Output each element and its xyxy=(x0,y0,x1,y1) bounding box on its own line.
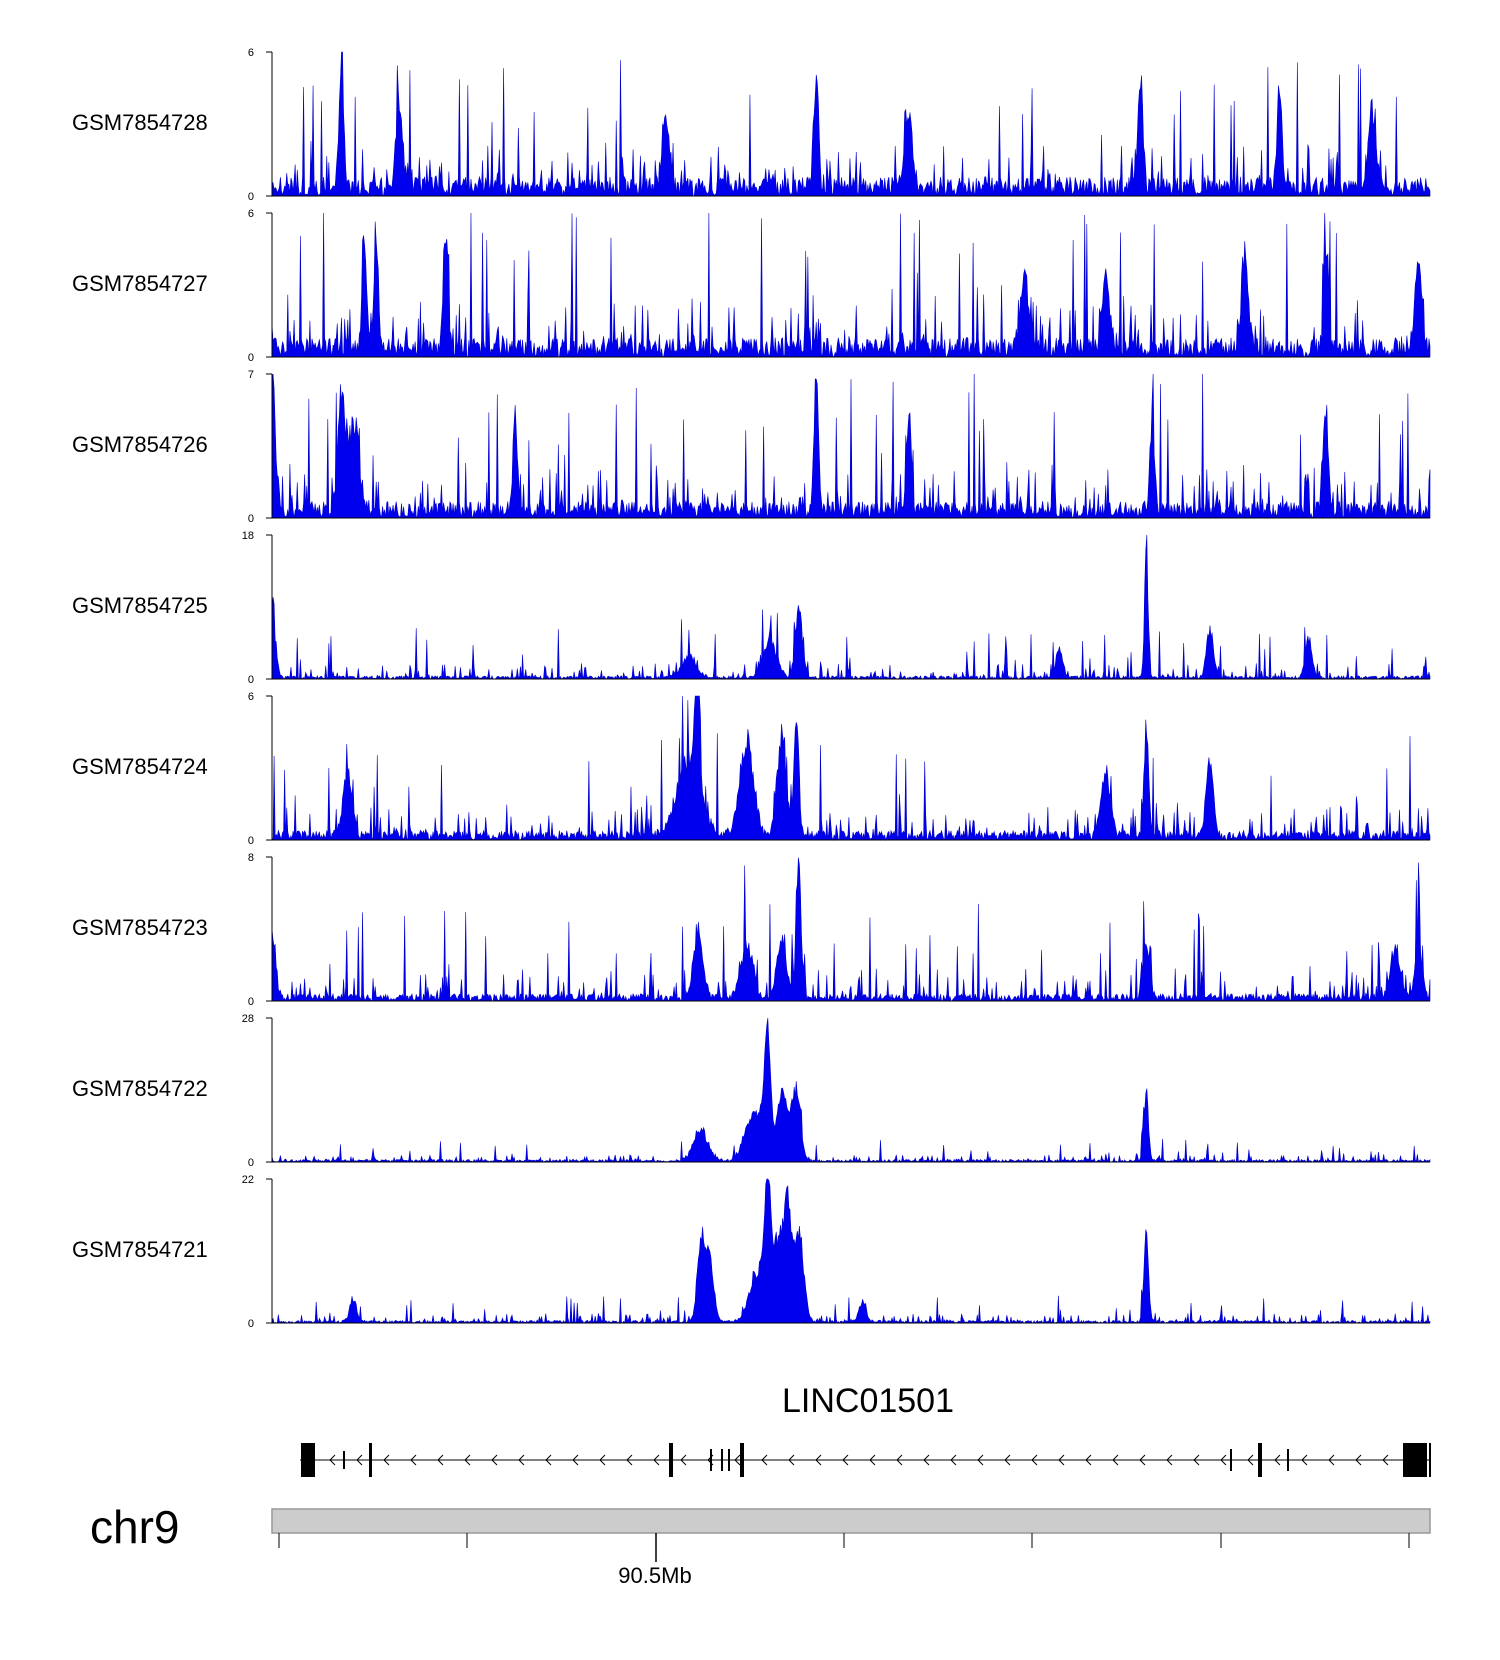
track-label: GSM7854726 xyxy=(72,432,208,457)
y-min-label: 0 xyxy=(248,1318,254,1330)
y-max-label: 18 xyxy=(242,530,254,542)
strand-chevron xyxy=(1382,1454,1389,1466)
exon xyxy=(728,1449,730,1471)
coverage-area xyxy=(271,51,1431,197)
chromosome-bar xyxy=(271,1508,1431,1534)
track-label: GSM7854724 xyxy=(72,754,208,779)
coverage-area xyxy=(271,1178,1431,1324)
strand-chevron xyxy=(518,1454,525,1466)
y-min-label: 0 xyxy=(248,835,254,847)
exon xyxy=(1258,1443,1262,1477)
y-min-label: 0 xyxy=(248,996,254,1008)
strand-chevron xyxy=(329,1454,336,1466)
strand-chevron xyxy=(599,1454,606,1466)
y-min-label: 0 xyxy=(248,513,254,525)
strand-chevron xyxy=(1328,1454,1335,1466)
strand-chevron xyxy=(356,1454,363,1466)
strand-chevron xyxy=(410,1454,417,1466)
strand-chevron xyxy=(437,1454,444,1466)
strand-chevron xyxy=(815,1454,822,1466)
strand-chevron xyxy=(1274,1454,1281,1466)
strand-chevron xyxy=(1031,1454,1038,1466)
track-label: GSM7854728 xyxy=(72,110,208,135)
y-max-label: 6 xyxy=(248,208,254,220)
coverage-area xyxy=(271,1017,1431,1163)
exon xyxy=(710,1449,712,1471)
strand-chevron xyxy=(869,1454,876,1466)
y-min-label: 0 xyxy=(248,191,254,203)
genomic-axis xyxy=(278,1533,1410,1562)
strand-chevron xyxy=(1058,1454,1065,1466)
strand-chevron xyxy=(734,1454,741,1466)
coverage-area xyxy=(271,857,1431,1002)
exon xyxy=(1403,1443,1427,1477)
strand-chevron xyxy=(1220,1454,1227,1466)
strand-chevron xyxy=(1301,1454,1308,1466)
strand-chevron xyxy=(1166,1454,1173,1466)
strand-chevron xyxy=(1247,1454,1254,1466)
strand-chevron xyxy=(1139,1454,1146,1466)
strand-chevron xyxy=(1112,1454,1119,1466)
exon xyxy=(740,1443,744,1477)
y-min-label: 0 xyxy=(248,1157,254,1169)
strand-chevron xyxy=(950,1454,957,1466)
coverage-area xyxy=(271,212,1431,358)
strand-chevron xyxy=(545,1454,552,1466)
strand-chevron xyxy=(896,1454,903,1466)
exon xyxy=(1230,1449,1232,1471)
strand-chevron xyxy=(1193,1454,1200,1466)
exon xyxy=(301,1443,315,1477)
chromosome-label: chr9 xyxy=(90,1501,179,1553)
track-label: GSM7854723 xyxy=(72,915,208,940)
strand-chevron xyxy=(464,1454,471,1466)
track-label: GSM7854725 xyxy=(72,593,208,618)
y-max-label: 6 xyxy=(248,47,254,59)
exon xyxy=(1287,1449,1289,1471)
coverage-tracks: 6 0 GSM7854728 6 0 GSM7854727 7 0 GSM7854726 18 0 G… xyxy=(72,47,1431,1330)
coverage-area xyxy=(271,534,1431,681)
y-max-label: 8 xyxy=(248,852,254,864)
track-label: GSM7854721 xyxy=(72,1237,208,1262)
strand-chevron xyxy=(491,1454,498,1466)
y-min-label: 0 xyxy=(248,674,254,686)
strand-chevron xyxy=(842,1454,849,1466)
strand-chevron xyxy=(923,1454,930,1466)
track-label: GSM7854727 xyxy=(72,271,208,296)
strand-chevron xyxy=(1004,1454,1011,1466)
exon xyxy=(721,1449,723,1471)
coverage-area xyxy=(271,695,1431,842)
strand-chevron xyxy=(761,1454,768,1466)
y-max-label: 28 xyxy=(242,1013,254,1025)
y-max-label: 22 xyxy=(242,1174,254,1186)
y-max-label: 6 xyxy=(248,691,254,703)
strand-chevron xyxy=(680,1454,687,1466)
gene-name-label: LINC01501 xyxy=(782,1382,954,1420)
y-max-label: 7 xyxy=(248,369,254,381)
strand-chevron xyxy=(626,1454,633,1466)
exon xyxy=(1429,1443,1431,1477)
strand-chevron xyxy=(1085,1454,1092,1466)
coverage-area xyxy=(271,373,1431,519)
strand-chevron xyxy=(383,1454,390,1466)
track-label: GSM7854722 xyxy=(72,1076,208,1101)
exon xyxy=(669,1443,673,1477)
exon xyxy=(343,1451,345,1469)
axis-tick-label: 90.5Mb xyxy=(618,1563,691,1588)
exon xyxy=(369,1443,372,1477)
y-min-label: 0 xyxy=(248,352,254,364)
strand-chevron xyxy=(977,1454,984,1466)
strand-chevron xyxy=(788,1454,795,1466)
strand-chevron xyxy=(653,1454,660,1466)
strand-chevron xyxy=(572,1454,579,1466)
gene-model xyxy=(300,1443,1431,1477)
strand-chevron xyxy=(1355,1454,1362,1466)
